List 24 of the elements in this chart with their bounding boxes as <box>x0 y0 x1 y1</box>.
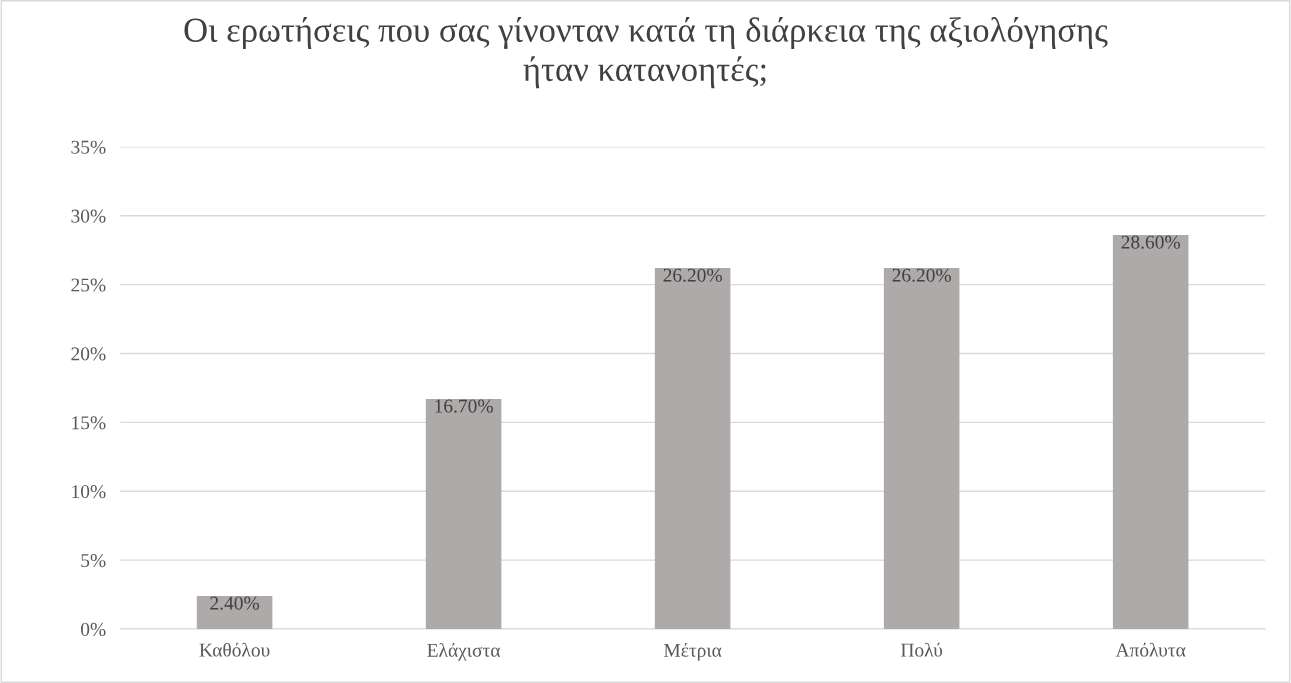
y-tick-label: 25% <box>71 278 106 292</box>
bar <box>196 595 273 630</box>
bar <box>1112 235 1189 630</box>
chart-title: Οι ερωτήσεις που σας γίνονταν κατά τη διάρκεια της αξιολόγησης ήταν κατανοητές; <box>184 17 1108 89</box>
data-label: 26.20% <box>663 268 722 282</box>
data-label: 26.20% <box>892 268 951 282</box>
data-label: 16.70% <box>435 399 493 413</box>
x-tick-label: Πολύ <box>900 642 943 657</box>
x-tick-label: Ελάχιστα <box>427 642 501 661</box>
data-label: 2.40% <box>210 596 260 610</box>
y-tick-label: 10% <box>72 485 106 499</box>
y-tick-label: 0% <box>81 622 106 637</box>
bar <box>425 398 502 630</box>
x-tick-label: Μέτρια <box>663 642 722 661</box>
bar <box>654 268 731 630</box>
y-tick-label: 20% <box>71 347 106 361</box>
y-tick-label: 30% <box>71 209 106 223</box>
y-tick-label: 35% <box>71 140 106 154</box>
x-tick-label: Απόλυτα <box>1115 642 1186 657</box>
x-tick-label: Καθόλου <box>199 642 270 657</box>
data-label: 28.60% <box>1121 235 1180 249</box>
y-tick-label: 5% <box>81 553 106 568</box>
bar <box>883 268 960 630</box>
y-tick-label: 15% <box>72 416 106 430</box>
